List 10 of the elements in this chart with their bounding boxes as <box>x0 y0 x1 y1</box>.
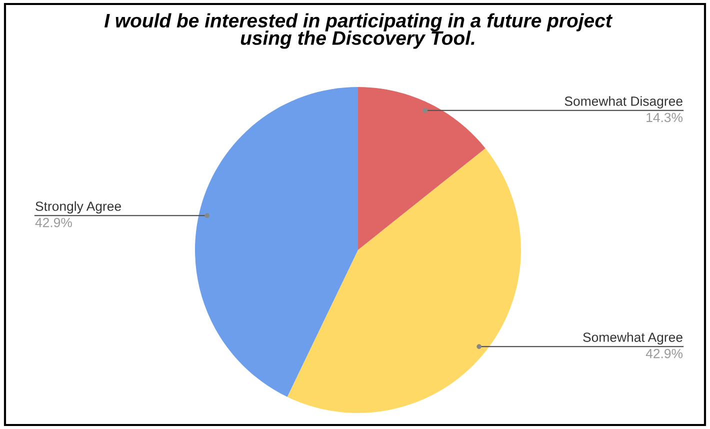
pie-slice <box>195 87 358 397</box>
data-label: 14.3% <box>646 112 683 122</box>
slice-label: Somewhat Disagree <box>564 96 682 108</box>
pie-slice <box>358 87 486 250</box>
pie-slice <box>287 148 521 413</box>
slice-label: Strongly Agree <box>36 201 121 214</box>
chart-title: I would be interested in participating in a future project using the Discovery Tool. <box>104 13 613 49</box>
data-label: 42.9% <box>646 348 683 358</box>
slice-label: Somewhat Agree <box>583 332 682 345</box>
data-label: 42.9% <box>35 218 72 228</box>
